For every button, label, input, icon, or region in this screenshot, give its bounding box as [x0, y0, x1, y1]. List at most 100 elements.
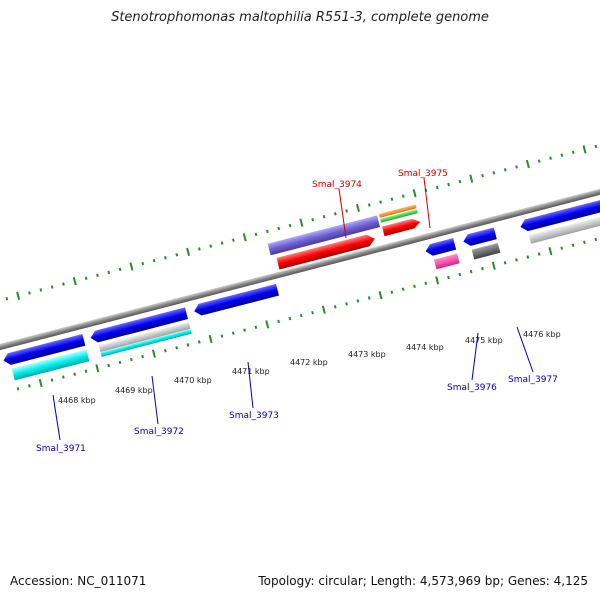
- major-tick: [491, 261, 496, 270]
- gene-labels: Smal_3974 Smal_3975 Smal_3971 Smal_3972 …: [36, 169, 558, 454]
- gene-next-feature[interactable]: [528, 209, 600, 244]
- gene-label-smal-3972[interactable]: Smal_3972: [134, 427, 184, 437]
- major-tick: [582, 145, 587, 154]
- gene-smal-3972-arrow[interactable]: [89, 307, 188, 343]
- minor-tick: [345, 302, 348, 306]
- gene-smal-3972-feature[interactable]: [98, 321, 191, 353]
- major-tick: [152, 349, 156, 358]
- minor-tick: [367, 203, 371, 207]
- genome-summary-text: Topology: circular; Length: 4,573,969 bp…: [258, 574, 588, 588]
- minor-tick: [515, 165, 518, 169]
- gene-callout-lines: [52, 177, 534, 441]
- minor-tick: [152, 258, 156, 263]
- minor-tick: [220, 334, 224, 338]
- minor-tick: [537, 252, 541, 256]
- minor-tick: [413, 284, 416, 288]
- minor-tick: [594, 237, 598, 242]
- minor-tick: [458, 179, 462, 184]
- gene-smal-3973-arrow[interactable]: [193, 283, 279, 317]
- gene-smal-3971-feature[interactable]: [11, 349, 90, 381]
- gene-smal-3971-arrow[interactable]: [2, 333, 86, 366]
- minor-tick: [288, 316, 292, 321]
- minor-tick: [16, 387, 20, 391]
- tick-label: 4475 kbp: [465, 336, 503, 345]
- gene-smal-3976-arrow[interactable]: [424, 238, 457, 257]
- lower-tick-track: [16, 237, 598, 391]
- minor-tick: [367, 296, 371, 300]
- tick-label: 4474 kbp: [406, 343, 444, 352]
- major-tick: [356, 203, 360, 213]
- gene-smal-3976-feature[interactable]: [433, 253, 460, 270]
- gene-smal-3974-arrow[interactable]: [276, 233, 377, 270]
- gene-label-smal-3974[interactable]: Smal_3974: [312, 180, 362, 190]
- minor-tick: [594, 144, 598, 149]
- gene-label-smal-3976[interactable]: Smal_3976: [447, 383, 497, 393]
- gene-smal-3972-feature-b[interactable]: [100, 328, 192, 357]
- minor-tick: [232, 238, 235, 242]
- minor-tick: [163, 349, 167, 353]
- gene-label-smal-3975[interactable]: Smal_3975: [398, 169, 448, 179]
- major-tick: [299, 218, 304, 227]
- gene-smal-3975-arrow[interactable]: [382, 217, 421, 237]
- gene-smal-3974-feature[interactable]: [267, 215, 381, 256]
- minor-tick: [447, 275, 450, 280]
- tick-label: 4470 kbp: [174, 376, 212, 385]
- major-tick: [435, 276, 440, 285]
- gene-smal-3975-green[interactable]: [379, 209, 418, 223]
- gene-label-smal-3971[interactable]: Smal_3971: [36, 444, 86, 454]
- major-tick: [242, 233, 247, 242]
- minor-tick: [526, 255, 530, 259]
- callout-line-smal-3971: [52, 394, 61, 441]
- major-tick: [548, 247, 553, 256]
- minor-tick: [481, 267, 484, 271]
- minor-tick: [333, 305, 337, 309]
- minor-tick: [50, 378, 54, 382]
- major-tick: [265, 320, 270, 329]
- tick-label: 4471 kbp: [232, 367, 270, 376]
- minor-tick: [73, 372, 77, 376]
- minor-tick: [84, 276, 88, 280]
- minor-tick: [243, 328, 246, 332]
- minor-tick: [356, 299, 360, 303]
- minor-tick: [435, 185, 439, 190]
- gene-smal-3977-feature[interactable]: [471, 243, 501, 260]
- minor-tick: [583, 240, 586, 245]
- minor-tick: [175, 346, 178, 350]
- minor-tick: [424, 281, 428, 286]
- gene-next-arrow[interactable]: [519, 194, 600, 233]
- gene-smal-3977-arrow[interactable]: [462, 227, 497, 248]
- minor-tick: [209, 244, 213, 248]
- minor-tick: [39, 288, 43, 292]
- minor-tick: [254, 232, 258, 237]
- minor-tick: [390, 290, 394, 294]
- gene-label-smal-3977[interactable]: Smal_3977: [508, 375, 558, 385]
- callout-line-smal-3976: [471, 332, 479, 381]
- minor-tick: [447, 182, 450, 187]
- major-tick: [38, 378, 43, 388]
- minor-tick: [401, 287, 405, 291]
- minor-tick: [28, 384, 31, 388]
- tick-label: 4469 kbp: [115, 386, 153, 395]
- minor-tick: [379, 200, 382, 204]
- minor-tick: [537, 159, 541, 163]
- minor-tick: [254, 325, 258, 329]
- minor-tick: [288, 223, 292, 228]
- minor-tick: [107, 363, 111, 368]
- callout-line-smal-3972: [151, 375, 159, 425]
- major-tick: [95, 364, 100, 373]
- minor-tick: [266, 229, 269, 234]
- major-tick: [469, 174, 474, 183]
- minor-tick: [311, 310, 314, 315]
- minor-tick: [186, 343, 190, 347]
- minor-tick: [118, 267, 122, 272]
- minor-tick: [322, 215, 326, 219]
- upper-tick-track: [5, 144, 598, 301]
- minor-tick: [481, 174, 484, 178]
- minor-tick: [515, 258, 518, 262]
- reverse-strand-genes: [2, 194, 600, 381]
- minor-tick: [197, 340, 201, 344]
- gene-smal-3975-orange[interactable]: [378, 204, 417, 218]
- gene-label-smal-3973[interactable]: Smal_3973: [229, 411, 279, 421]
- callout-line-smal-3974: [338, 188, 347, 239]
